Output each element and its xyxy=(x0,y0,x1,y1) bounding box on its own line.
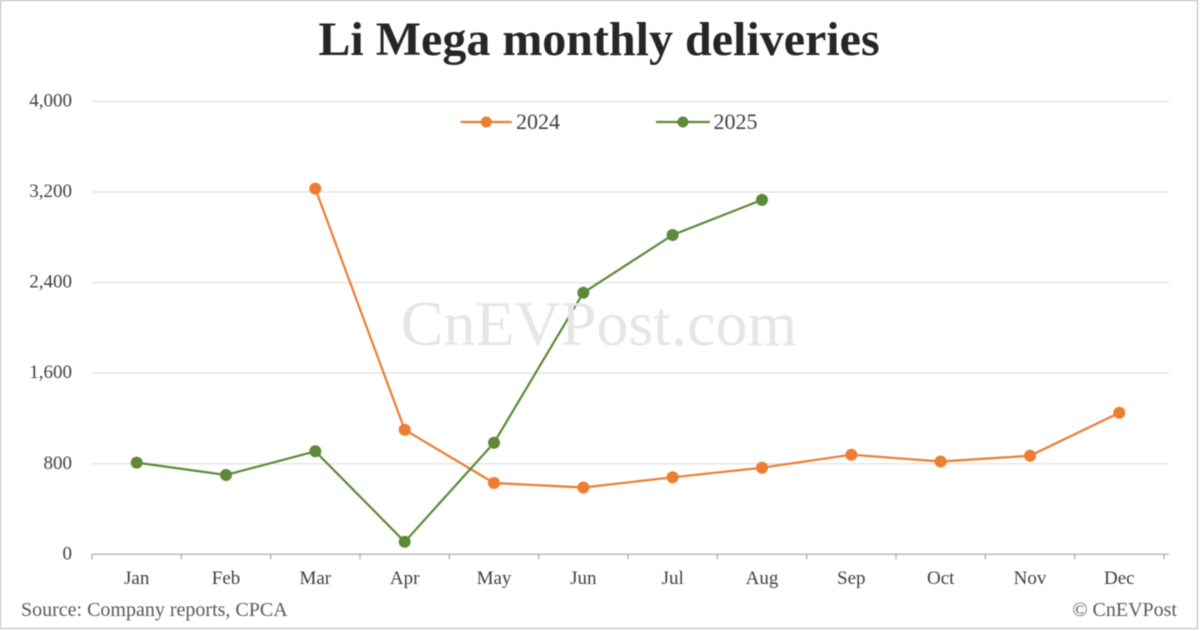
svg-text:2024: 2024 xyxy=(516,109,560,134)
svg-text:2025: 2025 xyxy=(714,109,758,134)
